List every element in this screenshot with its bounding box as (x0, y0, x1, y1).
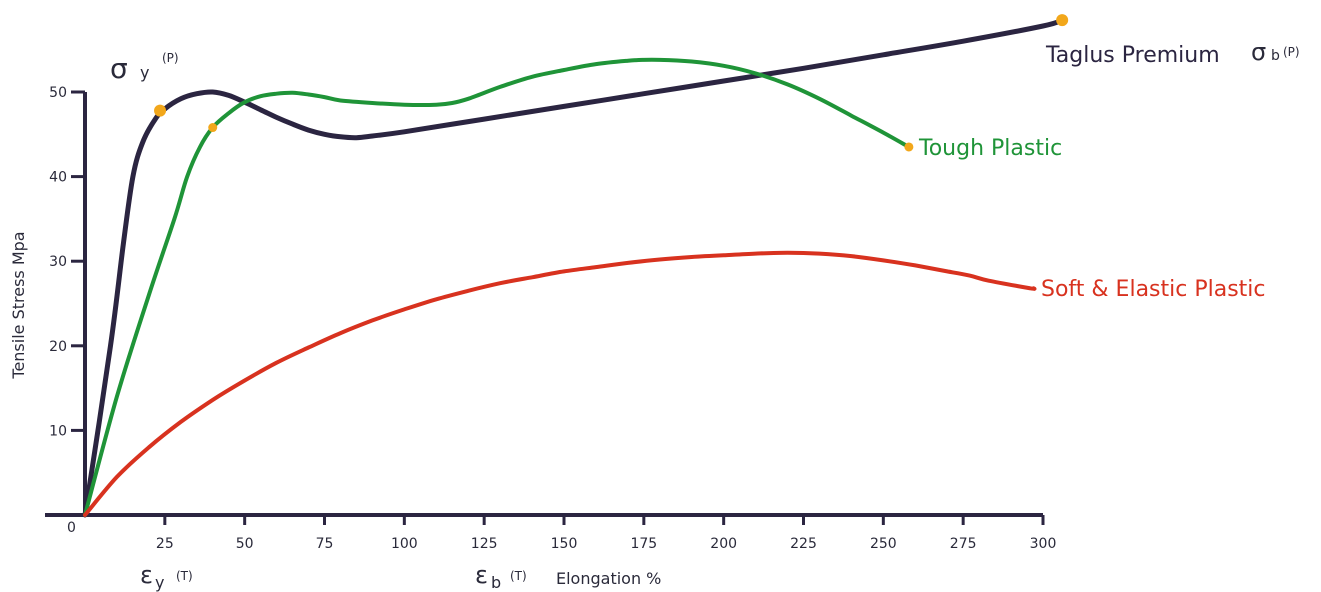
x-tick-label: 75 (316, 536, 334, 552)
x-tick-label: 25 (156, 536, 174, 552)
series-line-taglus-premium (82, 17, 1065, 518)
x-axis-title: Elongation % (556, 569, 661, 588)
epsilon-y-subscript: y (155, 573, 164, 592)
y-tick-label: 30 (49, 254, 67, 270)
series-line-soft-elastic-plastic (83, 250, 1037, 517)
origin-label: 0 (67, 520, 76, 536)
marker-group (154, 14, 1069, 152)
x-tick-label: 250 (870, 536, 897, 552)
y-tick-label: 40 (49, 170, 67, 186)
sigma-b-subscript: b (1271, 48, 1280, 64)
epsilon-y-annotation: ε y (T) (140, 561, 193, 592)
sigma-y-annotation: σ y (P) (110, 51, 179, 85)
point-marker-taglus-premium-0 (154, 104, 167, 117)
epsilon-y-symbol: ε (140, 561, 153, 589)
epsilon-b-annotation: ε b (T) (475, 561, 527, 592)
epsilon-b-subscript: b (491, 573, 501, 592)
point-marker-tough-plastic-1 (904, 142, 914, 152)
x-tick-label: 225 (790, 536, 817, 552)
x-tick-label: 125 (471, 536, 498, 552)
x-tick-label: 175 (630, 536, 657, 552)
point-marker-taglus-premium-1 (1056, 14, 1069, 27)
x-tick-label: 200 (710, 536, 737, 552)
axes-group: 25 50 75 100 125 150 175 200 225 250 275 300 10 20 30 4… (45, 85, 1056, 552)
series-label-tough-plastic: Tough Plastic (918, 136, 1062, 161)
x-tick-label: 275 (950, 536, 977, 552)
sigma-y-symbol: σ (110, 52, 128, 85)
y-tick-label: 10 (49, 423, 67, 439)
series-label-taglus-premium: Taglus Premium (1045, 43, 1220, 68)
x-tick-label: 50 (236, 536, 254, 552)
series-line-tough-plastic (83, 57, 911, 517)
point-marker-tough-plastic-0 (208, 123, 218, 133)
sigma-y-suffix: (P) (162, 51, 179, 65)
sigma-b-annotation: σ b (P) (1251, 38, 1300, 66)
sigma-y-subscript: y (140, 63, 149, 82)
x-tick-label: 150 (551, 536, 578, 552)
series-label-soft-elastic-plastic: Soft & Elastic Plastic (1041, 277, 1266, 302)
x-tick-label: 100 (391, 536, 418, 552)
x-tick-label: 300 (1030, 536, 1057, 552)
epsilon-b-suffix: (T) (510, 569, 527, 583)
epsilon-y-suffix: (T) (176, 569, 193, 583)
sigma-b-symbol: σ (1251, 38, 1266, 66)
epsilon-b-symbol: ε (475, 561, 488, 589)
y-axis-title: Tensile Stress Mpa (9, 231, 28, 379)
y-tick-label: 50 (49, 85, 67, 101)
series-group (82, 17, 1065, 518)
y-tick-label: 20 (49, 339, 67, 355)
sigma-b-suffix: (P) (1283, 45, 1300, 59)
